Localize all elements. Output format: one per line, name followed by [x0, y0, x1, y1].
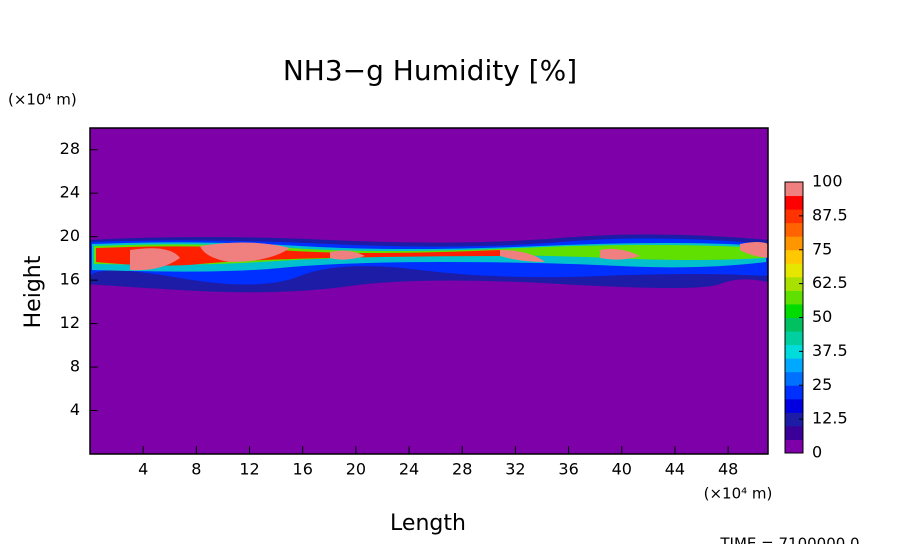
- colorbar-swatch: [785, 412, 803, 427]
- y-tick-label: 16: [60, 270, 80, 289]
- colorbar-swatch: [785, 385, 803, 400]
- colorbar-swatch: [785, 371, 803, 386]
- field-background: [90, 128, 768, 454]
- colorbar-swatch: [785, 331, 803, 346]
- colorbar-tick-label: 50: [812, 307, 832, 326]
- colorbar-swatch: [785, 249, 803, 264]
- colorbar-swatch: [785, 290, 803, 305]
- chart-title: NH3−g Humidity [%]: [283, 54, 577, 87]
- colorbar-swatch: [785, 236, 803, 251]
- x-tick-label: 28: [452, 460, 472, 479]
- x-tick-label: 8: [191, 460, 201, 479]
- x-tick-label: 40: [612, 460, 632, 479]
- x-tick-label: 12: [239, 460, 259, 479]
- colorbar-tick-label: 87.5: [812, 205, 848, 224]
- y-tick-label: 12: [60, 313, 80, 332]
- x-tick-label: 32: [505, 460, 525, 479]
- y-tick-label: 4: [70, 400, 80, 419]
- colorbar-swatch: [785, 303, 803, 318]
- colorbar-swatch: [785, 344, 803, 359]
- y-unit: (×10⁴ m): [8, 91, 77, 109]
- x-tick-label: 44: [665, 460, 685, 479]
- x-unit: (×10⁴ m): [704, 485, 773, 503]
- x-tick-label: 20: [346, 460, 366, 479]
- x-tick-label: 48: [718, 460, 738, 479]
- y-axis-title: Height: [21, 255, 46, 328]
- colorbar-swatch: [785, 276, 803, 291]
- colorbar-swatch: [785, 209, 803, 224]
- x-tick-label: 4: [138, 460, 148, 479]
- y-tick-label: 8: [70, 357, 80, 376]
- colorbar-tick-label: 100: [812, 172, 843, 191]
- x-axis-title: Length: [390, 511, 466, 536]
- x-tick-label: 24: [399, 460, 419, 479]
- colorbar-swatch: [785, 263, 803, 278]
- colorbar-swatch: [785, 398, 803, 413]
- colorbar-tick-label: 12.5: [812, 409, 848, 428]
- y-tick-label: 20: [60, 226, 80, 245]
- x-tick-label: 36: [558, 460, 578, 479]
- colorbar-swatch: [785, 439, 803, 454]
- colorbar-swatch: [785, 358, 803, 373]
- footer-time: TIME = 7100000.0: [719, 535, 859, 544]
- colorbar-swatch: [785, 222, 803, 237]
- x-tick-label: 16: [293, 460, 313, 479]
- contour-field: [89, 127, 769, 455]
- colorbar-swatch: [785, 182, 803, 197]
- colorbar-swatch: [785, 425, 803, 440]
- colorbar-tick-label: 0: [812, 443, 822, 462]
- colorbar-tick-label: 75: [812, 239, 832, 258]
- colorbar-swatch: [785, 195, 803, 210]
- colorbar-tick-label: 25: [812, 375, 832, 394]
- field-band: [96, 246, 500, 266]
- colorbar-swatch: [785, 317, 803, 332]
- colorbar-tick-label: 37.5: [812, 341, 848, 360]
- field-band: [130, 242, 768, 271]
- y-tick-label: 24: [60, 183, 80, 202]
- colorbar-tick-label: 62.5: [812, 273, 848, 292]
- y-tick-label: 28: [60, 139, 80, 158]
